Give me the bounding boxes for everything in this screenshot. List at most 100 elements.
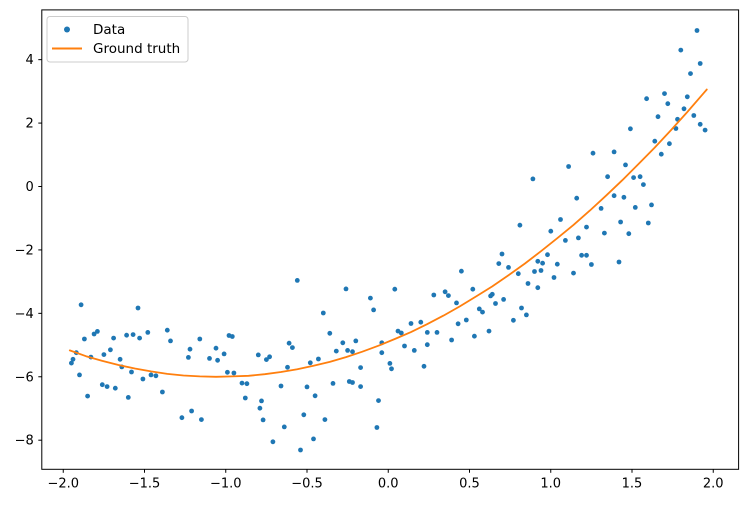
data-point: [255, 352, 261, 358]
data-point: [213, 345, 219, 351]
data-point: [153, 373, 159, 379]
data-point: [631, 175, 636, 181]
data-point: [611, 193, 617, 199]
data-point: [343, 286, 349, 292]
data-point: [540, 260, 545, 266]
data-point: [454, 300, 459, 306]
data-point: [164, 327, 170, 333]
y-tick-label: 0: [26, 180, 34, 195]
data-point: [199, 417, 204, 422]
y-tick-label: 2: [26, 117, 34, 132]
data-point: [697, 121, 703, 127]
data-point: [530, 176, 536, 182]
data-point: [130, 332, 136, 337]
data-point: [584, 224, 589, 230]
data-point: [486, 328, 492, 334]
data-point: [278, 383, 284, 389]
data-point: [333, 348, 339, 354]
data-point: [129, 369, 134, 375]
data-point: [124, 332, 129, 338]
data-point: [358, 365, 363, 370]
axes-frame: [41, 9, 740, 470]
data-point: [99, 382, 105, 388]
data-point: [499, 251, 505, 257]
data-point: [285, 364, 290, 370]
data-point: [501, 297, 506, 302]
x-tick-label: −0.5: [291, 476, 323, 491]
data-point: [554, 261, 560, 267]
data-point: [244, 381, 250, 387]
data-point: [327, 330, 333, 336]
data-point: [598, 206, 604, 211]
data-point: [294, 278, 300, 283]
data-point: [376, 398, 381, 403]
data-point: [667, 141, 672, 147]
x-tick-label: 0.0: [378, 476, 399, 491]
data-point: [616, 259, 622, 265]
data-point: [455, 321, 461, 327]
data-point: [148, 372, 154, 378]
data-point: [517, 222, 523, 228]
y-tick-label: 4: [26, 53, 34, 68]
data-point: [637, 174, 643, 180]
data-point: [418, 319, 424, 325]
data-point: [621, 194, 627, 200]
data-point: [519, 305, 524, 311]
data-point: [104, 384, 110, 389]
data-point: [476, 306, 482, 312]
data-point: [239, 380, 245, 386]
data-point: [160, 389, 165, 395]
data-series-points: [69, 28, 708, 453]
x-axis-ticks: −2.0 −1.5 −1.0 −0.5 0.0 0.5 1.0 1.5 2.0: [47, 469, 724, 491]
data-point: [493, 301, 498, 306]
data-point: [281, 424, 287, 430]
data-point: [579, 252, 584, 258]
data-point: [95, 329, 100, 334]
data-point: [538, 268, 544, 273]
data-point: [652, 138, 658, 144]
y-tick-label: −2: [15, 243, 34, 258]
data-point: [140, 376, 146, 382]
data-point: [641, 182, 646, 188]
data-point: [566, 164, 571, 169]
data-point: [350, 349, 355, 355]
data-point: [168, 338, 173, 344]
data-point: [665, 101, 671, 107]
data-point: [260, 417, 266, 423]
data-point: [480, 309, 485, 315]
x-tick-label: 1.0: [540, 476, 561, 491]
data-point: [137, 335, 143, 341]
data-point: [215, 357, 221, 363]
data-point: [290, 345, 295, 350]
y-tick-label: −8: [15, 434, 34, 449]
data-point: [525, 281, 531, 286]
y-axis-ticks: 4 2 0 −2 −4 −6 −8: [15, 53, 42, 449]
data-point: [421, 363, 427, 369]
data-point: [301, 412, 307, 418]
data-point: [408, 321, 414, 326]
data-point: [398, 330, 404, 336]
data-point: [304, 384, 310, 390]
data-point: [524, 312, 529, 318]
data-point: [358, 384, 363, 389]
data-point: [179, 415, 185, 421]
data-point: [229, 334, 235, 339]
data-point: [515, 271, 521, 277]
data-point: [286, 340, 292, 346]
data-point: [392, 286, 398, 292]
data-point: [496, 261, 502, 266]
data-point: [371, 307, 376, 313]
data-point: [623, 162, 628, 168]
data-point: [320, 310, 326, 316]
data-point: [626, 231, 632, 237]
legend-label-ground-truth: Ground truth: [93, 41, 180, 57]
data-point: [644, 96, 649, 102]
data-point: [70, 356, 76, 362]
data-point: [681, 106, 687, 112]
data-point: [589, 262, 594, 267]
data-point: [125, 395, 131, 400]
data-point: [78, 302, 84, 308]
data-point: [112, 385, 118, 391]
data-point: [463, 317, 469, 323]
data-point: [207, 356, 212, 361]
